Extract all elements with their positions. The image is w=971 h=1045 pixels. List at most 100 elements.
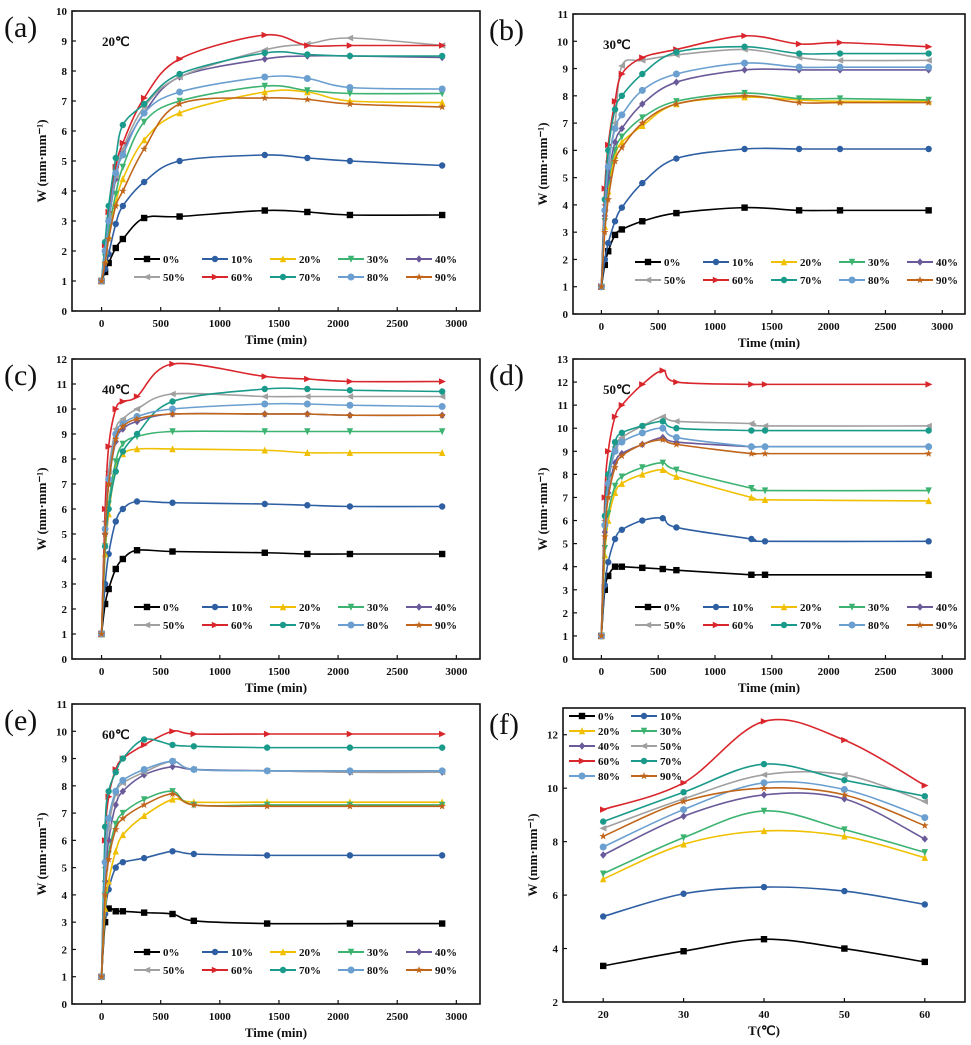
- data-point: [659, 367, 667, 374]
- legend-marker: [848, 603, 856, 611]
- data-point: [438, 730, 446, 738]
- y-tick-label: 0: [62, 654, 68, 666]
- series-50pct: [599, 770, 928, 832]
- data-point: [140, 94, 148, 102]
- series-70pct: [98, 49, 446, 285]
- series-40pct: [98, 763, 446, 981]
- data-point: [747, 443, 755, 451]
- data-point: [112, 864, 119, 871]
- data-point: [169, 548, 176, 555]
- data-point: [263, 730, 271, 738]
- data-point: [261, 49, 268, 57]
- legend-item: 50%: [631, 741, 682, 753]
- y-axis-label: W (mm·mm⁻¹): [34, 119, 49, 202]
- data-point: [438, 42, 446, 49]
- data-point: [169, 499, 176, 506]
- series-line: [602, 810, 926, 875]
- y-tick-label: 10: [56, 6, 68, 18]
- data-point: [261, 207, 268, 214]
- data-point: [105, 443, 113, 450]
- x-tick-label: 60: [919, 1009, 931, 1021]
- y-tick-label: 4: [563, 200, 569, 212]
- legend-label: 30%: [367, 947, 389, 959]
- data-point: [673, 209, 680, 217]
- series-0pct: [598, 563, 932, 640]
- legend-marker: [415, 603, 423, 611]
- legend-item: 80%: [338, 272, 389, 284]
- data-point: [618, 204, 626, 211]
- data-point: [673, 48, 680, 56]
- x-tick-label: 2500: [386, 318, 409, 330]
- x-tick-label: 0: [99, 318, 105, 330]
- legend-marker: [916, 258, 924, 266]
- data-point: [101, 259, 109, 267]
- series-0pct: [98, 905, 446, 980]
- data-point: [841, 945, 848, 952]
- data-point: [119, 776, 127, 784]
- data-point: [840, 771, 848, 779]
- data-point: [673, 378, 681, 386]
- legend-marker: [415, 273, 423, 281]
- data-point: [303, 410, 312, 418]
- legend-label: 10%: [732, 602, 754, 614]
- x-tick-label: 500: [650, 666, 667, 678]
- legend-item: 90%: [406, 272, 457, 284]
- data-point: [105, 217, 113, 225]
- temperature-annotation: 30℃: [603, 37, 631, 52]
- data-point: [346, 744, 354, 751]
- y-tick-label: 4: [62, 890, 68, 902]
- data-point: [680, 948, 687, 955]
- legend-marker: [848, 276, 856, 284]
- data-point: [112, 518, 119, 525]
- series-line: [100, 500, 443, 635]
- legend-marker: [640, 712, 648, 720]
- data-point: [140, 854, 148, 862]
- data-point: [346, 157, 354, 165]
- series-line: [100, 549, 443, 635]
- legend-label: 90%: [660, 771, 682, 783]
- data-point: [112, 458, 119, 466]
- data-point: [760, 807, 768, 815]
- legend-label: 60%: [732, 620, 754, 632]
- x-tick-label: 0: [99, 1011, 105, 1023]
- series-line: [100, 738, 443, 977]
- data-point: [346, 767, 354, 775]
- data-point: [261, 549, 268, 556]
- data-point: [680, 788, 687, 796]
- legend-marker: [211, 621, 219, 629]
- plot-frame: [572, 13, 966, 315]
- x-axis-label: Time (min): [738, 335, 800, 350]
- data-point: [133, 393, 141, 400]
- series-60pct: [600, 718, 929, 813]
- series-80pct: [599, 779, 929, 851]
- x-tick-label: 30: [678, 1009, 690, 1021]
- data-point: [673, 78, 680, 86]
- legend-item: 80%: [569, 771, 620, 783]
- data-point: [263, 920, 271, 927]
- data-point: [169, 445, 176, 453]
- x-tick-label: 2500: [874, 666, 897, 678]
- y-tick-label: 10: [547, 783, 559, 795]
- data-point: [639, 114, 646, 122]
- data-point: [304, 87, 311, 95]
- legend-marker: [640, 772, 648, 780]
- data-point: [611, 413, 619, 420]
- legend-label: 20%: [598, 726, 620, 738]
- legend-marker: [712, 276, 720, 284]
- data-point: [97, 277, 106, 285]
- series-line: [100, 154, 443, 282]
- legend-item: 0%: [134, 947, 180, 959]
- data-point: [921, 853, 928, 861]
- data-point: [925, 207, 932, 214]
- data-point: [260, 94, 269, 102]
- data-point: [190, 765, 198, 773]
- data-point: [599, 832, 608, 840]
- series-line: [100, 84, 443, 282]
- legend-label: 70%: [299, 965, 321, 977]
- data-point: [611, 463, 619, 471]
- data-point: [304, 208, 311, 216]
- data-point: [639, 470, 646, 478]
- legend-marker: [780, 258, 788, 266]
- x-tick-label: 500: [152, 1011, 169, 1023]
- x-tick-label: 0: [599, 666, 605, 678]
